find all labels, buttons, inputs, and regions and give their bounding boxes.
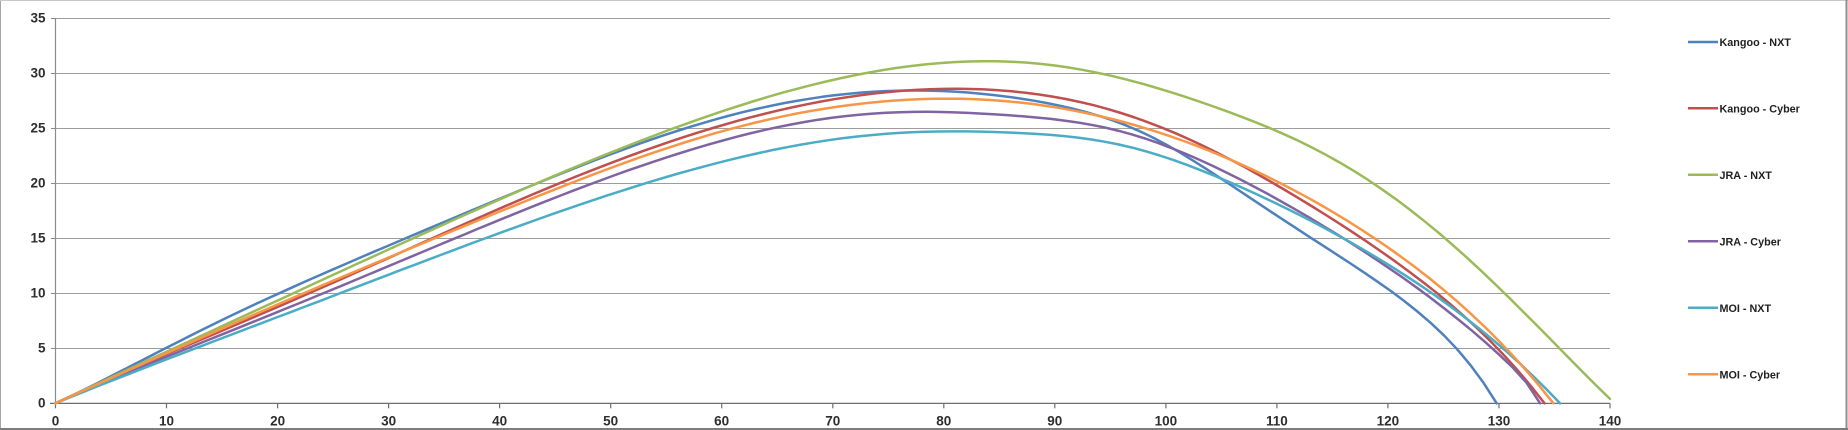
svg-text:120: 120 — [1377, 414, 1400, 429]
svg-text:80: 80 — [936, 414, 951, 429]
svg-text:MOI - NXT: MOI - NXT — [1720, 303, 1772, 315]
svg-text:20: 20 — [270, 414, 285, 429]
svg-text:90: 90 — [1047, 414, 1062, 429]
svg-text:Kangoo - Cyber: Kangoo - Cyber — [1720, 103, 1801, 115]
svg-text:5: 5 — [38, 341, 46, 356]
svg-text:60: 60 — [714, 414, 729, 429]
svg-text:30: 30 — [381, 414, 396, 429]
svg-text:100: 100 — [1155, 414, 1178, 429]
svg-text:10: 10 — [159, 414, 174, 429]
svg-text:15: 15 — [30, 231, 46, 246]
svg-text:Kangoo - NXT: Kangoo - NXT — [1720, 37, 1792, 49]
svg-text:20: 20 — [30, 176, 45, 191]
svg-text:140: 140 — [1599, 414, 1622, 429]
svg-text:30: 30 — [30, 66, 45, 81]
svg-text:35: 35 — [30, 11, 46, 26]
svg-text:MOI - Cyber: MOI - Cyber — [1720, 369, 1781, 381]
svg-text:10: 10 — [30, 286, 45, 301]
svg-text:130: 130 — [1488, 414, 1511, 429]
svg-text:0: 0 — [52, 414, 60, 429]
svg-text:25: 25 — [30, 121, 46, 136]
svg-text:110: 110 — [1266, 414, 1288, 429]
svg-text:50: 50 — [603, 414, 618, 429]
svg-text:JRA - NXT: JRA - NXT — [1720, 170, 1773, 182]
svg-text:40: 40 — [492, 414, 507, 429]
svg-text:JRA - Cyber: JRA - Cyber — [1720, 236, 1782, 248]
svg-text:0: 0 — [38, 396, 46, 411]
svg-text:70: 70 — [825, 414, 840, 429]
